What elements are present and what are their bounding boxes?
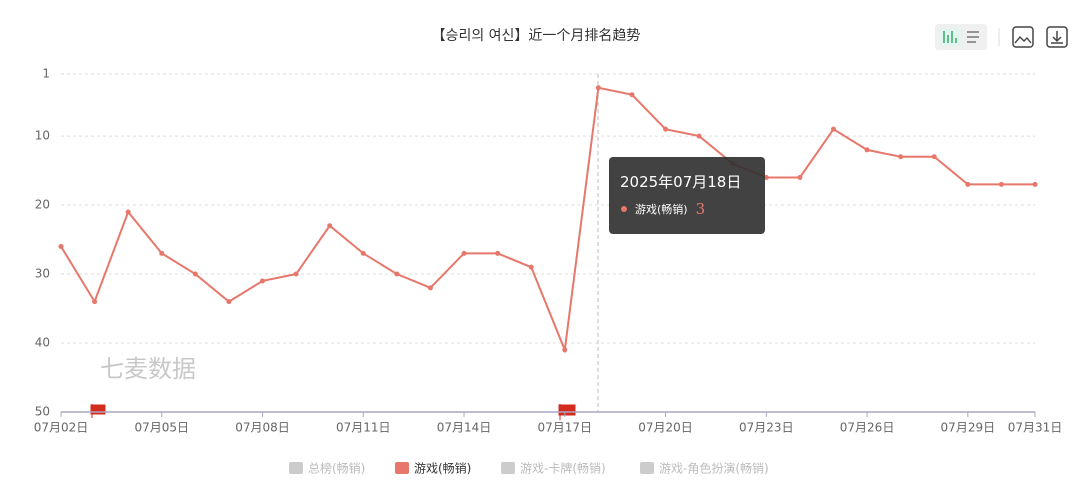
legend-item[interactable]: 游戏(畅销) xyxy=(395,462,471,476)
series xyxy=(58,85,1038,354)
image-export-button[interactable] xyxy=(1012,26,1034,48)
y-tick-label: 40 xyxy=(35,336,50,350)
x-tick-label: 07月17日 xyxy=(538,421,593,435)
point xyxy=(629,92,635,98)
x-tick-label: 07月02日 xyxy=(34,421,89,435)
point xyxy=(763,174,769,180)
point xyxy=(797,174,803,180)
legend-swatch xyxy=(501,462,515,474)
point xyxy=(159,250,165,256)
point xyxy=(461,250,467,256)
x-tick-label: 07月26日 xyxy=(840,421,895,435)
point xyxy=(998,181,1004,187)
point xyxy=(562,347,568,353)
point xyxy=(293,271,299,277)
event-flag[interactable] xyxy=(90,404,106,418)
download-button[interactable] xyxy=(1046,26,1068,48)
point xyxy=(696,133,702,139)
tooltip: 2025年07月18日 游戏(畅销) 3 xyxy=(609,157,765,234)
y-tick-label: 30 xyxy=(35,267,50,281)
x-tick-label: 07月20日 xyxy=(638,421,693,435)
point xyxy=(898,154,904,160)
point xyxy=(226,299,232,305)
tooltip-title: 2025年07月18日 xyxy=(620,173,742,191)
x-tick-label: 07月11日 xyxy=(336,421,391,435)
legend-item[interactable]: 游戏-角色扮演(畅销) xyxy=(640,461,769,476)
tooltip-row: 游戏(畅销) 3 xyxy=(621,200,705,218)
point xyxy=(58,243,64,249)
tooltip-value: 3 xyxy=(695,200,706,218)
y-tick-label: 20 xyxy=(35,198,50,212)
point xyxy=(92,299,98,305)
point xyxy=(595,85,601,91)
legend-swatch xyxy=(640,462,654,474)
point xyxy=(528,264,534,270)
point xyxy=(965,181,971,187)
legend-label: 游戏-卡牌(畅销) xyxy=(520,462,606,476)
point xyxy=(327,223,333,229)
legend-label: 游戏(畅销) xyxy=(414,462,471,476)
point xyxy=(360,250,366,256)
download-icon xyxy=(1051,31,1063,44)
point xyxy=(125,209,131,215)
list-view-button[interactable] xyxy=(967,31,979,43)
point xyxy=(1032,181,1038,187)
point xyxy=(495,250,501,256)
point xyxy=(830,126,836,132)
legend-swatch xyxy=(395,462,409,474)
point xyxy=(394,271,400,277)
chart-title: 【승리의 여신】近一个月排名趋势 xyxy=(432,28,641,44)
line xyxy=(60,86,1035,354)
legend-label: 总榜(畅销) xyxy=(308,461,365,476)
x-tick-label: 07月14日 xyxy=(437,421,492,435)
watermark: 七麦数据 xyxy=(100,355,196,383)
point xyxy=(427,285,433,291)
point xyxy=(864,147,870,153)
point xyxy=(663,126,669,132)
tooltip-series: 游戏(畅销) xyxy=(635,203,688,216)
legend-item[interactable]: 总榜(畅销) xyxy=(289,461,365,476)
toolbar xyxy=(935,24,1068,50)
y-tick-label: 50 xyxy=(35,405,50,419)
x-tick-label: 07月05日 xyxy=(134,421,189,435)
point xyxy=(931,154,937,160)
tooltip-dot xyxy=(621,206,627,212)
point xyxy=(192,271,198,277)
x-tick-label: 07月29日 xyxy=(941,421,996,435)
legend-item[interactable]: 游戏-卡牌(畅销) xyxy=(501,462,606,476)
x-tick-label: 07月31日 xyxy=(1008,421,1063,435)
x-tick-label: 07月08日 xyxy=(235,421,290,435)
chart-icon xyxy=(943,31,957,43)
legend-label: 游戏-角色扮演(畅销) xyxy=(659,461,769,476)
legend-swatch xyxy=(289,462,303,474)
image-icon xyxy=(1014,35,1032,44)
y-tick-label: 1 xyxy=(42,67,50,81)
y-tick-label: 10 xyxy=(35,129,50,143)
x-tick-label: 07月23日 xyxy=(739,421,794,435)
point xyxy=(260,278,266,284)
